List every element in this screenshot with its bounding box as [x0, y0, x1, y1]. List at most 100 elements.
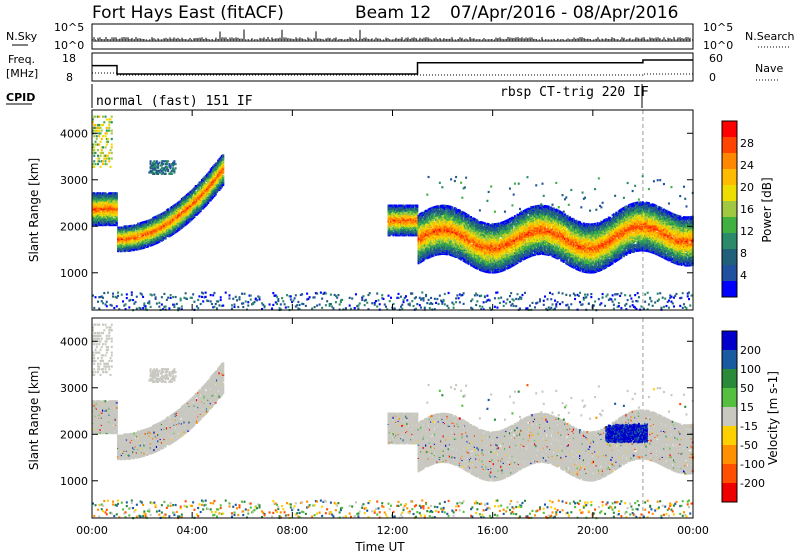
power-cell [117, 295, 119, 297]
cpid-segment-2: rbsp CT-trig 220 IF [500, 85, 649, 100]
freq-label: Freq. [8, 53, 35, 66]
power-cell [156, 160, 158, 162]
noise-tick-hi-left: 10^5 [54, 21, 84, 34]
noise-panel-frame [92, 24, 693, 49]
power-cell [98, 157, 100, 159]
power-cell [101, 300, 103, 302]
power-cell [106, 118, 108, 120]
power-cell [102, 116, 104, 118]
power-cell [97, 163, 99, 165]
power-cell [116, 305, 118, 307]
noise-panel: N.Sky 10^5 10^0 10^5 10^0 N.Search [6, 21, 795, 52]
noise-series [92, 29, 693, 42]
power-cell [95, 152, 97, 154]
power-cell [93, 135, 95, 137]
power-cell [108, 124, 110, 126]
power-cell [107, 292, 109, 294]
radar-plot: Fort Hays East (fitACF) Beam 12 07/Apr/2… [0, 0, 800, 554]
power-cell [98, 130, 100, 132]
power-cell [101, 138, 103, 140]
power-cell [136, 296, 138, 298]
power-cell [140, 307, 142, 309]
power-cell [98, 307, 100, 309]
power-cell [128, 306, 130, 308]
power-cell [125, 303, 127, 305]
power-cell [121, 294, 123, 296]
power-cell [95, 116, 97, 118]
power-cell [107, 138, 109, 140]
freq-tick-hi: 18 [62, 52, 76, 65]
power-cell [110, 118, 112, 120]
power-cell [135, 301, 137, 303]
cpid-segment-1: normal (fast) 151 IF [96, 94, 253, 109]
power-cell [110, 149, 112, 151]
power-cell [141, 293, 143, 295]
power-cell [111, 121, 113, 123]
power-cell [151, 294, 153, 296]
power-data [92, 110, 694, 311]
power-cell [145, 305, 147, 307]
power-cell [111, 305, 113, 307]
power-cell [111, 152, 113, 154]
power-cell [142, 296, 144, 298]
power-cell [102, 124, 104, 126]
power-cell [102, 297, 104, 299]
power-cell [111, 157, 113, 159]
power-cell [102, 163, 104, 165]
power-cell [98, 124, 100, 126]
power-cell [98, 143, 100, 145]
power-cell [98, 160, 100, 162]
power-cell [161, 296, 163, 298]
power-cell [93, 155, 95, 157]
freq-unit: [MHz] [6, 67, 38, 80]
date-range: 07/Apr/2016 - 08/Apr/2016 [450, 3, 678, 23]
power-cell [111, 130, 113, 132]
nave-label: Nave [755, 62, 783, 75]
power-cell [132, 299, 134, 301]
power-cell [100, 166, 102, 168]
power-cell [102, 152, 104, 154]
noise-tick-lo-right: 10^0 [703, 39, 733, 52]
power-cell [116, 222, 118, 224]
power-cell [131, 294, 133, 296]
power-cell [150, 160, 152, 162]
noise-tick-lo-left: 10^0 [54, 39, 84, 52]
power-cell [107, 155, 109, 157]
power-cell [100, 132, 102, 134]
nave-tick-lo: 0 [709, 71, 716, 84]
power-cell [126, 293, 128, 295]
power-cell [102, 135, 104, 137]
power-cell [98, 135, 100, 137]
power-cell [93, 166, 95, 168]
nsearch-label: N.Search [745, 30, 795, 43]
power-cell [106, 143, 108, 145]
power-cell [108, 130, 110, 132]
power-cell [98, 116, 100, 118]
power-cell [112, 295, 114, 297]
power-cell [136, 308, 138, 310]
power-cell [106, 127, 108, 129]
power-cell [111, 138, 113, 140]
power-cell [100, 155, 102, 157]
power-cell [113, 307, 115, 309]
power-cell [105, 135, 107, 137]
power-cell [111, 146, 113, 148]
power-cell [96, 135, 98, 137]
power-cell [111, 132, 113, 134]
power-cell [95, 124, 97, 126]
power-cell [93, 146, 95, 148]
power-cell [97, 155, 99, 157]
power-cell [155, 296, 157, 298]
power-cell [101, 149, 103, 151]
power-cell [156, 302, 158, 304]
power-cell [126, 297, 128, 299]
power-cell [158, 302, 160, 304]
power-cell [116, 212, 118, 214]
power-cell [97, 149, 99, 151]
power-cell [161, 303, 163, 305]
power-cell [143, 302, 145, 304]
power-cell [106, 301, 108, 303]
power-cell [105, 146, 107, 148]
power-cell [103, 121, 105, 123]
